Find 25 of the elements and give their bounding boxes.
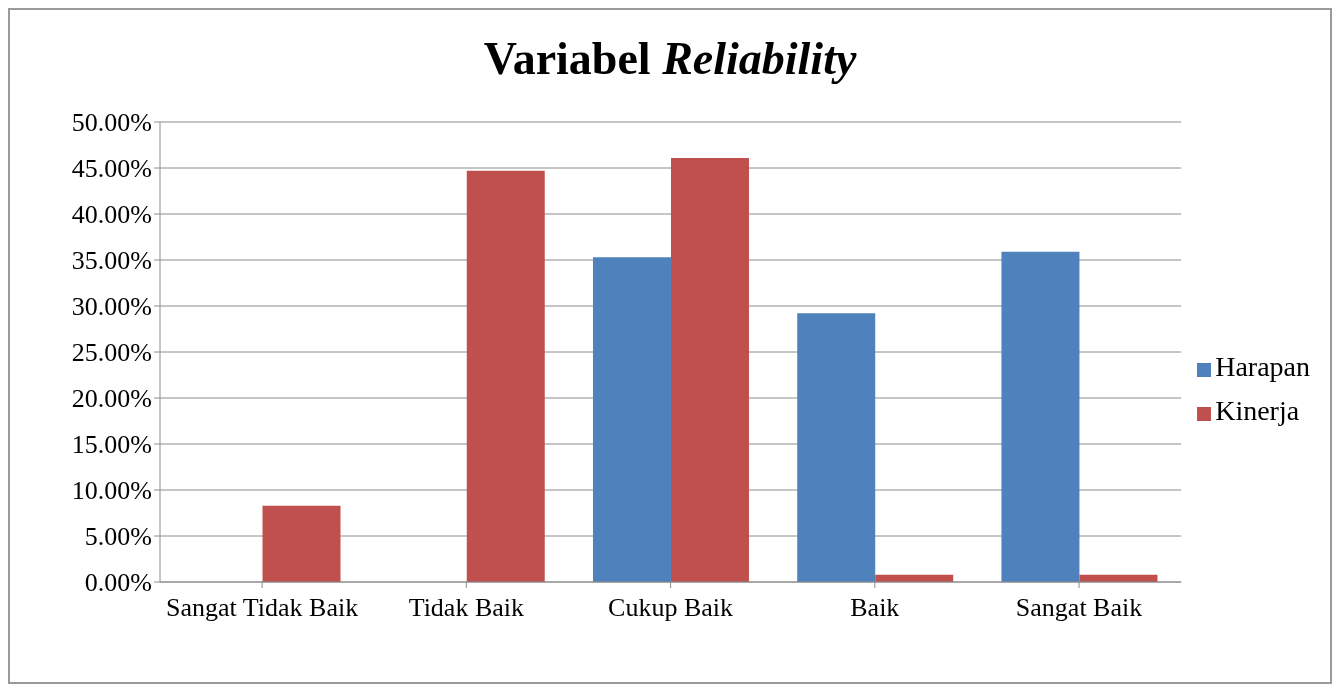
- y-tick-label: 15.00%: [71, 430, 152, 460]
- y-tick-label: 0.00%: [84, 568, 152, 598]
- legend-label: Harapan: [1215, 351, 1310, 382]
- y-tick-label: 5.00%: [84, 522, 152, 552]
- chart-title: Variabel Reliability: [483, 33, 857, 84]
- y-tick-label: 50.00%: [71, 108, 152, 138]
- y-tick-label: 25.00%: [71, 338, 152, 368]
- legend-label: Kinerja: [1215, 395, 1300, 426]
- x-tick-label: Baik: [850, 593, 900, 623]
- bar: [592, 257, 671, 582]
- y-tick-label: 30.00%: [71, 292, 152, 322]
- y-tick-label: 10.00%: [71, 476, 152, 506]
- y-tick-label: 40.00%: [71, 200, 152, 230]
- bar: [670, 157, 749, 582]
- bar: [466, 170, 545, 582]
- bar: [797, 313, 876, 582]
- bar: [1001, 251, 1080, 582]
- x-tick-label: Tidak Baik: [408, 593, 525, 623]
- x-tick-label: Cukup Baik: [608, 593, 734, 623]
- bar: [262, 505, 341, 582]
- y-tick-label: 20.00%: [71, 384, 152, 414]
- x-tick-label: Sangat Tidak Baik: [166, 593, 359, 623]
- y-tick-label: 45.00%: [71, 154, 152, 184]
- x-tick-label: Sangat Baik: [1015, 593, 1143, 623]
- y-tick-label: 35.00%: [71, 246, 152, 276]
